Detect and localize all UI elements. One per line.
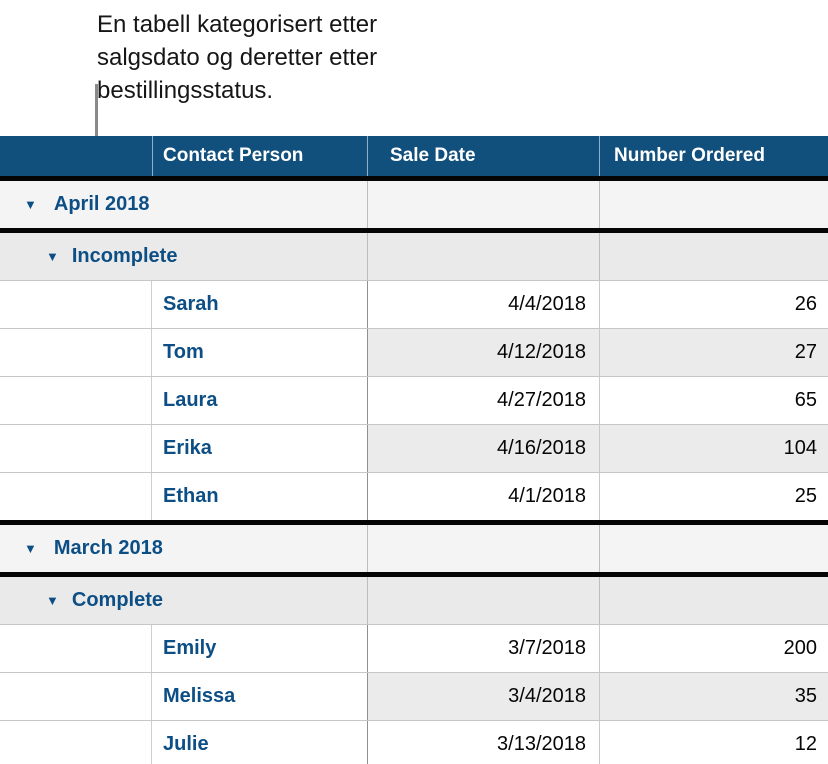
- row-divider: [0, 424, 828, 425]
- separator: [0, 176, 828, 181]
- cell-sale-date[interactable]: 3/7/2018: [367, 625, 599, 672]
- indent-cell[interactable]: [0, 281, 152, 328]
- cell-sale-date[interactable]: 3/13/2018: [367, 721, 599, 764]
- table-header-row: Contact Person Sale Date Number Ordered: [0, 136, 828, 176]
- indent-cell[interactable]: [0, 625, 152, 672]
- table-row: Erika 4/16/2018 104: [0, 425, 828, 472]
- separator: [0, 228, 828, 233]
- categorized-table: Contact Person Sale Date Number Ordered …: [0, 136, 828, 764]
- table-row: Ethan 4/1/2018 25: [0, 473, 828, 520]
- cell-contact-person[interactable]: Julie: [163, 733, 209, 755]
- caption-line-2: salgsdato og deretter etter: [97, 44, 378, 71]
- row-divider: [0, 672, 828, 673]
- cell-number-ordered[interactable]: 27: [599, 329, 828, 376]
- cell-number-ordered[interactable]: 35: [599, 673, 828, 720]
- cell-number-ordered[interactable]: 12: [599, 721, 828, 764]
- empty-cell[interactable]: [599, 181, 828, 228]
- empty-cell[interactable]: [599, 233, 828, 280]
- indent-cell[interactable]: [0, 673, 152, 720]
- cell-number-ordered[interactable]: 104: [599, 425, 828, 472]
- cell-number-ordered[interactable]: 65: [599, 377, 828, 424]
- cell-sale-date[interactable]: 4/27/2018: [367, 377, 599, 424]
- empty-cell[interactable]: [367, 577, 599, 624]
- category-label: April 2018: [53, 193, 150, 215]
- table-row: Laura 4/27/2018 65: [0, 377, 828, 424]
- table-row: Sarah 4/4/2018 26: [0, 281, 828, 328]
- empty-cell[interactable]: [367, 233, 599, 280]
- table-row: Julie 3/13/2018 12: [0, 721, 828, 764]
- row-divider: [0, 472, 828, 473]
- indent-cell[interactable]: [0, 721, 152, 764]
- header-cell-contact-person[interactable]: Contact Person: [152, 136, 367, 176]
- cell-sale-date[interactable]: 4/1/2018: [367, 473, 599, 520]
- category-label: Complete: [71, 589, 163, 611]
- cell-sale-date[interactable]: 3/4/2018: [367, 673, 599, 720]
- empty-cell[interactable]: [367, 525, 599, 572]
- cell-contact-person[interactable]: Tom: [163, 341, 204, 363]
- table-row: Melissa 3/4/2018 35: [0, 673, 828, 720]
- row-divider: [0, 720, 828, 721]
- cell-number-ordered[interactable]: 200: [599, 625, 828, 672]
- disclosure-triangle-icon[interactable]: ▼: [46, 249, 59, 264]
- header-cell-number-ordered[interactable]: Number Ordered: [599, 136, 828, 176]
- indent-cell[interactable]: [0, 425, 152, 472]
- cell-contact-person[interactable]: Sarah: [163, 293, 219, 315]
- disclosure-triangle-icon[interactable]: ▼: [24, 197, 37, 212]
- cell-contact-person[interactable]: Erika: [163, 437, 212, 459]
- cell-contact-person[interactable]: Emily: [163, 637, 217, 659]
- category-label: March 2018: [53, 537, 163, 559]
- table-row: Emily 3/7/2018 200: [0, 625, 828, 672]
- header-cell-sale-date[interactable]: Sale Date: [367, 136, 599, 176]
- category-row-march-2018[interactable]: ▼ March 2018: [0, 525, 828, 572]
- category-cell: ▼ Complete: [0, 577, 367, 624]
- indent-cell[interactable]: [0, 377, 152, 424]
- separator: [0, 572, 828, 577]
- row-divider: [0, 280, 828, 281]
- row-divider: [0, 376, 828, 377]
- table-row: Tom 4/12/2018 27: [0, 329, 828, 376]
- caption-line-3: bestillingsstatus.: [97, 77, 274, 104]
- cell-number-ordered[interactable]: 26: [599, 281, 828, 328]
- indent-cell[interactable]: [0, 329, 152, 376]
- cell-contact-person[interactable]: Laura: [163, 389, 218, 411]
- row-divider: [0, 624, 828, 625]
- cell-contact-person[interactable]: Ethan: [163, 485, 219, 507]
- row-divider: [0, 328, 828, 329]
- empty-cell[interactable]: [599, 525, 828, 572]
- caption-text: En tabell kategorisert etter salgsdato o…: [97, 8, 377, 107]
- cell-number-ordered[interactable]: 25: [599, 473, 828, 520]
- caption-line-1: En tabell kategorisert etter: [97, 11, 378, 38]
- disclosure-triangle-icon[interactable]: ▼: [46, 593, 59, 608]
- disclosure-triangle-icon[interactable]: ▼: [24, 541, 37, 556]
- category-label: Incomplete: [71, 245, 178, 267]
- cell-sale-date[interactable]: 4/12/2018: [367, 329, 599, 376]
- cell-sale-date[interactable]: 4/16/2018: [367, 425, 599, 472]
- separator: [0, 520, 828, 525]
- cell-contact-person[interactable]: Melissa: [163, 685, 236, 707]
- empty-cell[interactable]: [599, 577, 828, 624]
- category-row-incomplete[interactable]: ▼ Incomplete: [0, 233, 828, 280]
- empty-cell[interactable]: [367, 181, 599, 228]
- category-cell: ▼ April 2018: [0, 181, 367, 228]
- indent-cell[interactable]: [0, 473, 152, 520]
- category-row-complete[interactable]: ▼ Complete: [0, 577, 828, 624]
- cell-sale-date[interactable]: 4/4/2018: [367, 281, 599, 328]
- category-cell: ▼ Incomplete: [0, 233, 367, 280]
- category-cell: ▼ March 2018: [0, 525, 367, 572]
- header-cell-empty[interactable]: [0, 136, 152, 176]
- category-row-april-2018[interactable]: ▼ April 2018: [0, 181, 828, 228]
